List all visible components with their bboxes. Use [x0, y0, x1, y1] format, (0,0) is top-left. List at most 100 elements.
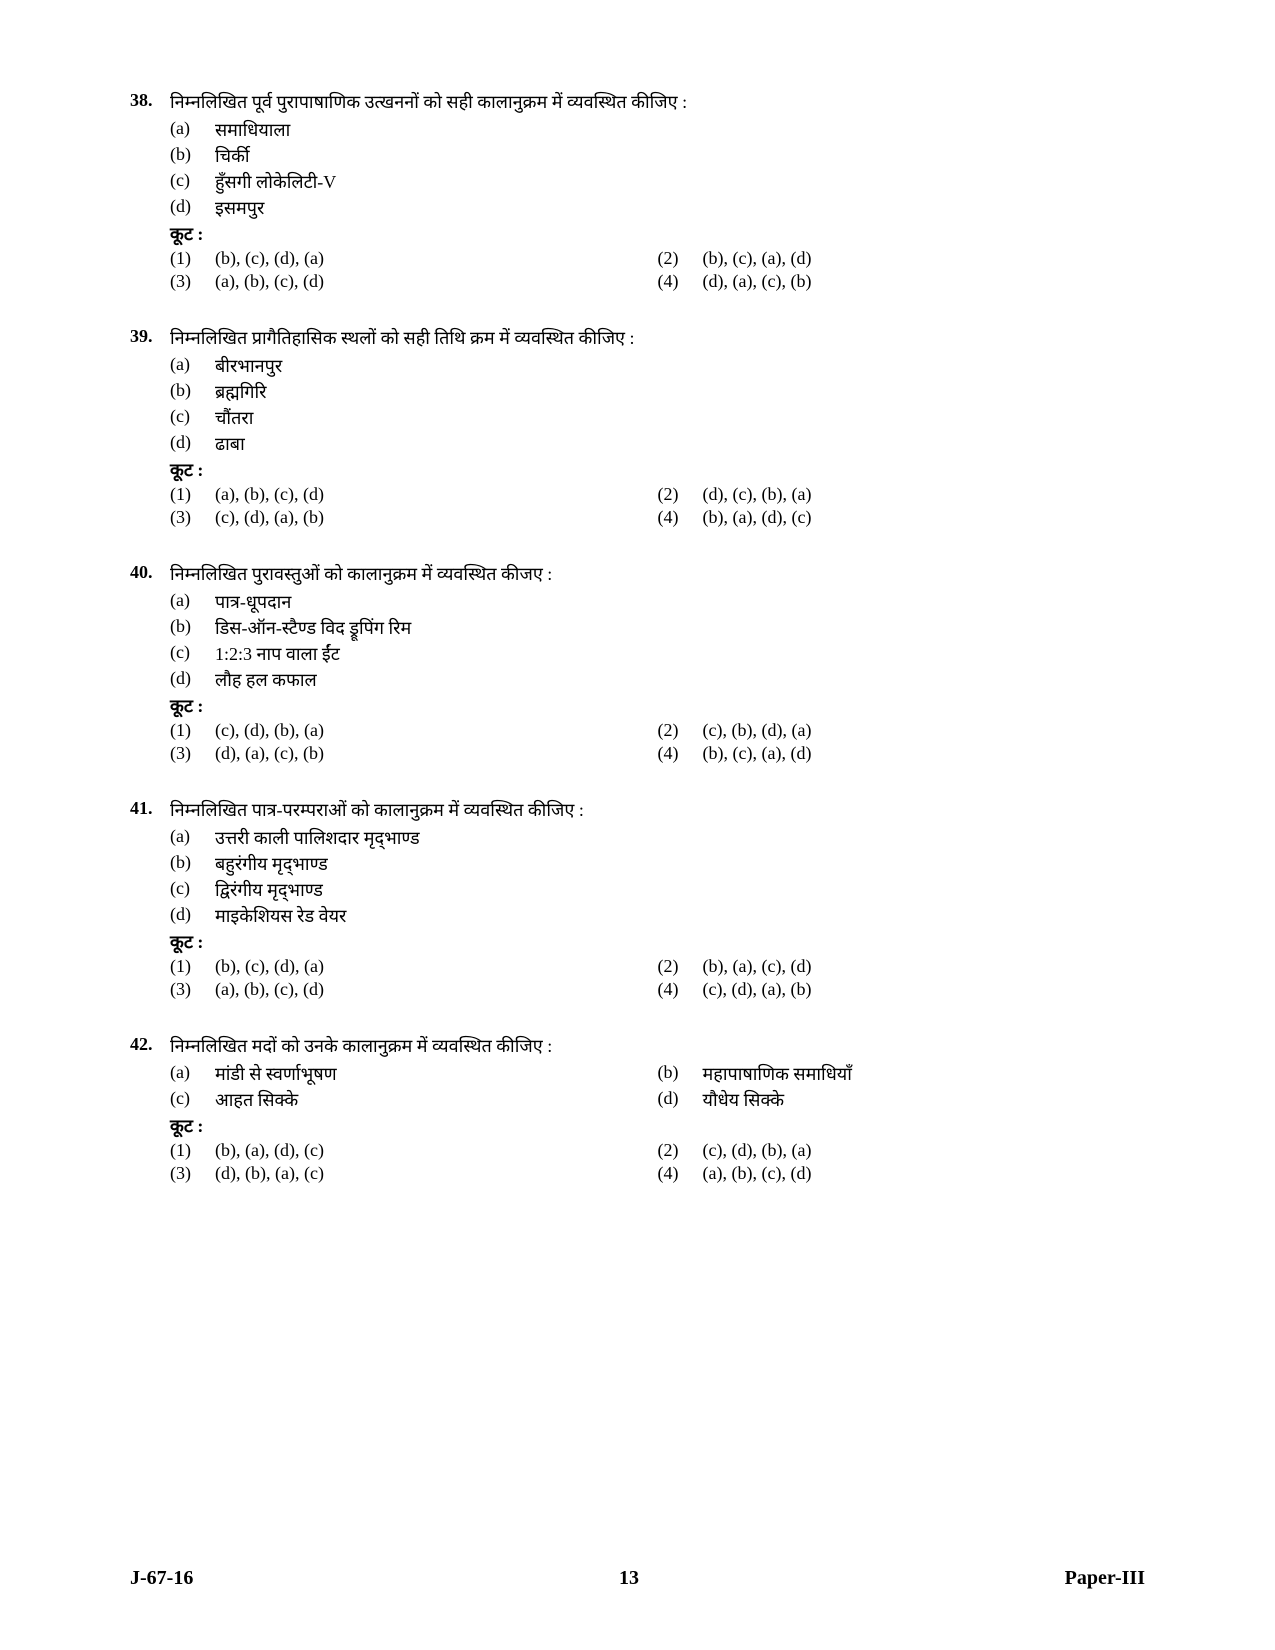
- question-body: निम्नलिखित पात्र-परम्पराओं को कालानुक्रम…: [170, 798, 1145, 1002]
- item-row: (d)ढाबा: [170, 432, 1145, 456]
- item-text: लौह हल कफाल: [215, 668, 1145, 692]
- option-text: (c), (d), (b), (a): [215, 720, 658, 741]
- question: 41.निम्नलिखित पात्र-परम्पराओं को कालानुक…: [130, 798, 1145, 1002]
- option-label: (2): [658, 248, 703, 269]
- option-text: (a), (b), (c), (d): [215, 271, 658, 292]
- option-text: (b), (a), (d), (c): [703, 507, 1146, 528]
- item-label: (d): [170, 904, 215, 928]
- question-text: निम्नलिखित प्रागैतिहासिक स्थलों को सही त…: [170, 326, 1145, 350]
- option-text: (b), (a), (d), (c): [215, 1140, 658, 1161]
- option-text: (c), (d), (a), (b): [215, 507, 658, 528]
- item-row: (b)चिर्की: [170, 144, 1145, 168]
- item-cell: (a)मांडी से स्वर्णाभूषण: [170, 1062, 658, 1086]
- question: 39.निम्नलिखित प्रागैतिहासिक स्थलों को सह…: [130, 326, 1145, 530]
- item-label: (d): [658, 1088, 703, 1112]
- option-label: (3): [170, 271, 215, 292]
- option-label: (1): [170, 720, 215, 741]
- item-row: (b)बहुरंगीय मृद्‌भाण्ड: [170, 852, 1145, 876]
- options-grid: (1)(c), (d), (b), (a)(2)(c), (b), (d), (…: [170, 720, 1145, 766]
- item-label: (c): [170, 642, 215, 666]
- question-number: 42.: [130, 1034, 170, 1186]
- question-body: निम्नलिखित मदों को उनके कालानुक्रम में व…: [170, 1034, 1145, 1186]
- option-cell: (1)(a), (b), (c), (d): [170, 484, 658, 505]
- item-row: (d)लौह हल कफाल: [170, 668, 1145, 692]
- code-label: कूट :: [170, 458, 1145, 482]
- item-row: (a)समाधियाला: [170, 118, 1145, 142]
- item-text: ब्रह्मगिरि: [215, 380, 1145, 404]
- option-text: (b), (c), (a), (d): [703, 743, 1146, 764]
- item-text: बीरभानपुर: [215, 354, 1145, 378]
- item-label: (b): [658, 1062, 703, 1086]
- item-text: चिर्की: [215, 144, 1145, 168]
- item-row: (c)हुँसगी लोकेलिटी-V: [170, 170, 1145, 194]
- option-text: (c), (d), (b), (a): [703, 1140, 1146, 1161]
- option-text: (d), (b), (a), (c): [215, 1163, 658, 1184]
- option-text: (a), (b), (c), (d): [703, 1163, 1146, 1184]
- option-label: (4): [658, 507, 703, 528]
- question-text: निम्नलिखित पूर्व पुरापाषाणिक उत्खननों को…: [170, 90, 1145, 114]
- item-row: (b)ब्रह्मगिरि: [170, 380, 1145, 404]
- option-cell: (2)(b), (c), (a), (d): [658, 248, 1146, 269]
- code-label: कूट :: [170, 694, 1145, 718]
- item-text: हुँसगी लोकेलिटी-V: [215, 170, 1145, 194]
- item-label: (b): [170, 380, 215, 404]
- question: 38.निम्नलिखित पूर्व पुरापाषाणिक उत्खननों…: [130, 90, 1145, 294]
- question-text: निम्नलिखित पात्र-परम्पराओं को कालानुक्रम…: [170, 798, 1145, 822]
- question-number: 41.: [130, 798, 170, 1002]
- question-text: निम्नलिखित मदों को उनके कालानुक्रम में व…: [170, 1034, 1145, 1058]
- item-label: (a): [170, 354, 215, 378]
- item-text: डिस-ऑन-स्टैण्ड विद ड्रूपिंग रिम: [215, 616, 1145, 640]
- option-label: (4): [658, 743, 703, 764]
- option-cell: (3)(c), (d), (a), (b): [170, 507, 658, 528]
- item-text: उत्तरी काली पालिशदार मृद्‌भाण्ड: [215, 826, 1145, 850]
- footer-right: Paper-III: [1065, 1567, 1145, 1590]
- option-cell: (1)(c), (d), (b), (a): [170, 720, 658, 741]
- item-label: (d): [170, 432, 215, 456]
- options-grid: (1)(b), (c), (d), (a)(2)(b), (c), (a), (…: [170, 248, 1145, 294]
- item-text: बहुरंगीय मृद्‌भाण्ड: [215, 852, 1145, 876]
- item-text: महापाषाणिक समाधियाँ: [703, 1062, 1146, 1086]
- item-row: (d)माइकेशियस रेड वेयर: [170, 904, 1145, 928]
- item-label: (a): [170, 1062, 215, 1086]
- item-text: द्विरंगीय मृद्‌भाण्ड: [215, 878, 1145, 902]
- item-label: (b): [170, 144, 215, 168]
- options-grid: (1)(b), (a), (d), (c)(2)(c), (d), (b), (…: [170, 1140, 1145, 1186]
- option-cell: (4)(d), (a), (c), (b): [658, 271, 1146, 292]
- item-row: (c)1:2:3 नाप वाला ईंट: [170, 642, 1145, 666]
- option-label: (3): [170, 1163, 215, 1184]
- option-label: (3): [170, 507, 215, 528]
- option-cell: (4)(b), (a), (d), (c): [658, 507, 1146, 528]
- option-cell: (1)(b), (a), (d), (c): [170, 1140, 658, 1161]
- option-cell: (1)(b), (c), (d), (a): [170, 956, 658, 977]
- option-label: (4): [658, 271, 703, 292]
- question-number: 38.: [130, 90, 170, 294]
- item-label: (a): [170, 118, 215, 142]
- item-row: (c)चौंतरा: [170, 406, 1145, 430]
- option-text: (b), (c), (d), (a): [215, 956, 658, 977]
- option-cell: (4)(c), (d), (a), (b): [658, 979, 1146, 1000]
- item-cell: (b)महापाषाणिक समाधियाँ: [658, 1062, 1146, 1086]
- item-label: (d): [170, 668, 215, 692]
- item-text: समाधियाला: [215, 118, 1145, 142]
- question-number: 40.: [130, 562, 170, 766]
- questions-container: 38.निम्नलिखित पूर्व पुरापाषाणिक उत्खननों…: [130, 90, 1145, 1186]
- item-label: (a): [170, 590, 215, 614]
- option-cell: (3)(d), (b), (a), (c): [170, 1163, 658, 1184]
- option-label: (4): [658, 1163, 703, 1184]
- item-row: (b)डिस-ऑन-स्टैण्ड विद ड्रूपिंग रिम: [170, 616, 1145, 640]
- code-label: कूट :: [170, 930, 1145, 954]
- footer-left: J-67-16: [130, 1567, 193, 1590]
- item-label: (b): [170, 852, 215, 876]
- option-label: (3): [170, 743, 215, 764]
- item-row: (c)आहत सिक्के(d)यौधेय सिक्के: [170, 1088, 1145, 1112]
- item-cell: (d)यौधेय सिक्के: [658, 1088, 1146, 1112]
- page-footer: J-67-16 13 Paper-III: [0, 1567, 1275, 1590]
- item-row: (a)पात्र-धूपदान: [170, 590, 1145, 614]
- item-text: चौंतरा: [215, 406, 1145, 430]
- item-row: (d)इसमपुर: [170, 196, 1145, 220]
- option-cell: (3)(a), (b), (c), (d): [170, 979, 658, 1000]
- item-text: माइकेशियस रेड वेयर: [215, 904, 1145, 928]
- option-cell: (2)(d), (c), (b), (a): [658, 484, 1146, 505]
- item-text: मांडी से स्वर्णाभूषण: [215, 1062, 658, 1086]
- option-label: (2): [658, 720, 703, 741]
